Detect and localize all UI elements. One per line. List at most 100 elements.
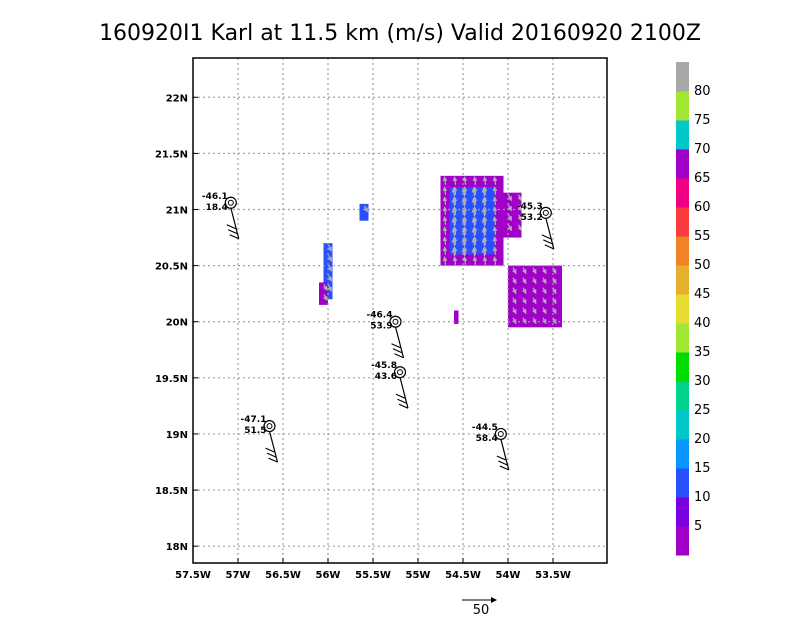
colorbar-swatch <box>676 294 689 324</box>
observation: -47.151.5 <box>241 415 279 463</box>
wind-vector-3 <box>521 277 527 285</box>
colorbar-label: 45 <box>694 287 711 302</box>
wind-vector-3 <box>541 317 547 325</box>
wind-vector-2 <box>507 214 513 222</box>
wind-vector-3 <box>521 267 527 275</box>
wind-region-5 <box>319 282 328 305</box>
wind-vector-1 <box>481 247 487 257</box>
colorbar-label: 80 <box>694 84 711 99</box>
wind-vector-0 <box>492 206 498 215</box>
colorbar-label: 65 <box>694 171 711 186</box>
wind-barb-flag <box>395 393 406 399</box>
x-tick-label: 57W <box>226 570 251 581</box>
wind-barb-flag <box>265 447 275 453</box>
wind-vector-6 <box>363 205 369 213</box>
observation: -46.118.4 <box>202 192 240 240</box>
wind-vector-1 <box>451 247 457 257</box>
wind-vector-3 <box>511 287 517 295</box>
wind-vector-2 <box>507 204 513 212</box>
wind-vector-0 <box>442 256 448 265</box>
wind-vector-3 <box>531 317 537 325</box>
wind-vector-1 <box>461 237 467 247</box>
colorbar-swatch <box>676 91 689 121</box>
wind-vector-2 <box>507 194 513 202</box>
wind-vector-1 <box>481 197 487 207</box>
wind-barb-flag <box>226 224 237 230</box>
observation-speed: 51.5 <box>244 426 266 436</box>
wind-vector-0 <box>442 246 448 255</box>
wind-barb-flag <box>541 234 552 240</box>
observation-speed: 58.4 <box>476 434 498 444</box>
wind-vector-0 <box>482 256 488 265</box>
colorbar-swatch <box>676 526 689 556</box>
wind-vector-3 <box>541 307 547 315</box>
wind-vector-3 <box>521 287 527 295</box>
wind-vector-0 <box>462 256 468 265</box>
wind-barb-flag <box>392 348 403 354</box>
wind-vector-3 <box>511 267 517 275</box>
station-marker-inner <box>266 423 273 430</box>
observation-temperature: -46.4 <box>367 311 393 321</box>
station-marker-inner <box>392 318 399 325</box>
colorbar-swatch <box>676 497 689 527</box>
y-tick-label: 21N <box>166 206 188 217</box>
x-tick-label: 53.5W <box>535 570 571 581</box>
wind-vector-4 <box>327 274 333 282</box>
colorbar-label: 5 <box>694 519 702 534</box>
wind-vector-1 <box>451 197 457 207</box>
wind-vector-0 <box>442 226 448 235</box>
wind-vector-1 <box>471 187 477 197</box>
colorbar-swatch <box>676 178 689 208</box>
wind-vector-0 <box>452 256 458 265</box>
wind-barb-flag <box>398 403 409 409</box>
colorbar-label: 30 <box>694 374 711 389</box>
y-tick-label: 20.5N <box>155 262 188 273</box>
wind-vector-3 <box>511 277 517 285</box>
reference-label: 50 <box>473 603 490 618</box>
wind-region-7 <box>454 310 459 324</box>
observation-temperature: -45.8 <box>371 361 397 371</box>
colorbar-label: 50 <box>694 258 711 273</box>
y-tick-label: 19N <box>166 430 188 441</box>
y-tick-label: 22N <box>166 93 188 104</box>
wind-vector-3 <box>531 267 537 275</box>
station-marker-inner <box>497 430 504 437</box>
wind-vector-0 <box>442 206 448 215</box>
wind-region-6 <box>359 203 369 221</box>
wind-vector-1 <box>471 237 477 247</box>
wind-vector-0 <box>492 226 498 235</box>
wind-vector-3 <box>541 267 547 275</box>
colorbar-swatch <box>676 120 689 150</box>
colorbar-swatch <box>676 468 689 498</box>
axis-ticks: 57.5W 57W 56.5W 56W 55.5W 55W 54.5W 54W 53.5W 18N… <box>155 93 571 581</box>
wind-vector-2 <box>517 194 523 202</box>
y-tick-label: 18N <box>166 542 188 553</box>
wind-vector-3 <box>521 307 527 315</box>
colorbar-label: 20 <box>694 432 711 447</box>
observation-temperature: -44.5 <box>472 423 498 433</box>
colorbar-label: 60 <box>694 200 711 215</box>
wind-vector-0 <box>492 236 498 245</box>
wind-vector-1 <box>481 237 487 247</box>
colorbar-label: 40 <box>694 316 711 331</box>
wind-vector-3 <box>531 277 537 285</box>
wind-vector-3 <box>541 297 547 305</box>
wind-region-1 <box>449 187 495 255</box>
wind-vector-5 <box>322 284 328 291</box>
colorbar-swatch <box>676 410 689 440</box>
wind-vector-1 <box>451 217 457 227</box>
colorbar-label: 25 <box>694 403 711 418</box>
wind-vector-3 <box>511 317 517 325</box>
wind-barb-flag <box>394 353 404 359</box>
wind-barb-flag <box>544 244 555 250</box>
wind-vector-3 <box>511 307 517 315</box>
wind-barb-flag <box>543 239 553 245</box>
colorbar-swatch <box>676 381 689 411</box>
wind-barb-flag <box>499 465 510 471</box>
colorbar-label: 10 <box>694 490 711 505</box>
wind-vector-1 <box>481 227 487 237</box>
wind-vector-1 <box>471 247 477 257</box>
wind-vector-1 <box>471 217 477 227</box>
x-tick-label: 56.5W <box>265 570 301 581</box>
wind-vector-4 <box>327 284 333 292</box>
